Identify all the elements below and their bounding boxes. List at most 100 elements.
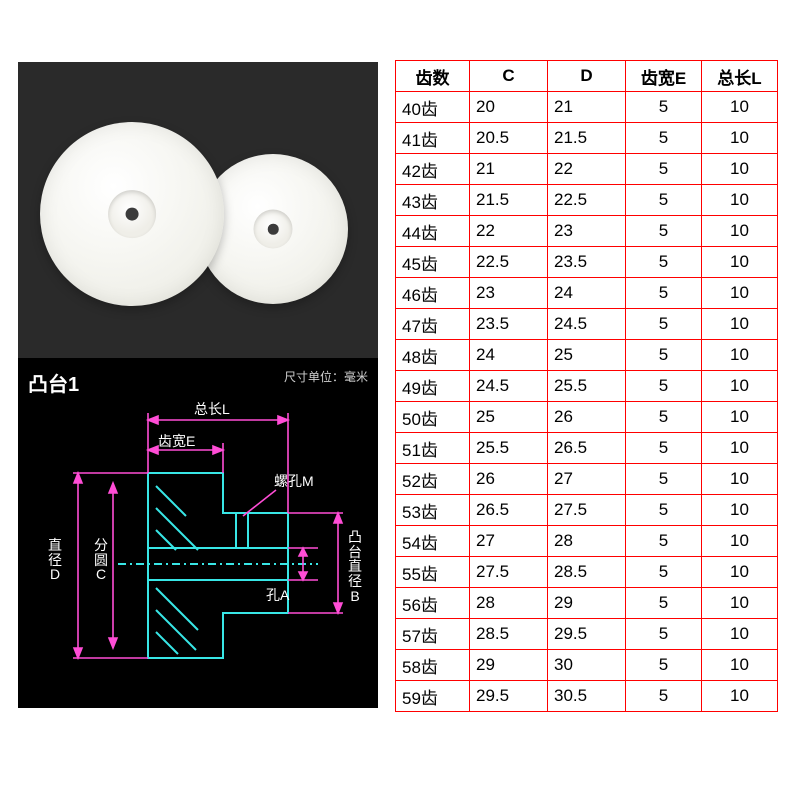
table-row: 52齿2627510 <box>396 464 778 495</box>
table-cell: 29 <box>470 650 548 681</box>
table-cell: 10 <box>702 433 778 464</box>
table-cell: 57齿 <box>396 619 470 650</box>
label-hole-a: 孔A <box>266 588 289 603</box>
technical-diagram: 凸台1 尺寸单位：毫米 <box>18 358 378 708</box>
table-cell: 25 <box>470 402 548 433</box>
table-cell: 29 <box>548 588 626 619</box>
table-cell: 55齿 <box>396 557 470 588</box>
table-cell: 58齿 <box>396 650 470 681</box>
table-cell: 10 <box>702 681 778 712</box>
gear-photo <box>18 62 378 358</box>
label-pitch-c: 分 圆 C <box>94 538 108 582</box>
table-cell: 29.5 <box>548 619 626 650</box>
table-cell: 56齿 <box>396 588 470 619</box>
table-cell: 54齿 <box>396 526 470 557</box>
table-cell: 5 <box>626 588 702 619</box>
table-cell: 23 <box>548 216 626 247</box>
table-row: 41齿20.521.5510 <box>396 123 778 154</box>
table-cell: 5 <box>626 650 702 681</box>
table-cell: 22 <box>470 216 548 247</box>
table-cell: 22 <box>548 154 626 185</box>
table-cell: 10 <box>702 526 778 557</box>
table-cell: 10 <box>702 371 778 402</box>
table-cell: 30.5 <box>548 681 626 712</box>
table-cell: 47齿 <box>396 309 470 340</box>
table-cell: 5 <box>626 495 702 526</box>
table-cell: 21.5 <box>470 185 548 216</box>
table-header-row: 齿数 C D 齿宽E 总长L <box>396 61 778 92</box>
table-cell: 10 <box>702 619 778 650</box>
table-cell: 23.5 <box>470 309 548 340</box>
table-cell: 10 <box>702 92 778 123</box>
col-header: C <box>470 61 548 92</box>
table-cell: 24.5 <box>470 371 548 402</box>
table-cell: 27.5 <box>548 495 626 526</box>
table-row: 45齿22.523.5510 <box>396 247 778 278</box>
label-diameter-d: 直 径 D <box>48 538 62 582</box>
table-cell: 40齿 <box>396 92 470 123</box>
table-cell: 26 <box>548 402 626 433</box>
table-cell: 43齿 <box>396 185 470 216</box>
table-cell: 25 <box>548 340 626 371</box>
table-cell: 5 <box>626 371 702 402</box>
table-cell: 10 <box>702 278 778 309</box>
table-cell: 26.5 <box>470 495 548 526</box>
table-cell: 5 <box>626 433 702 464</box>
col-header: 齿宽E <box>626 61 702 92</box>
table-cell: 10 <box>702 402 778 433</box>
table-row: 42齿2122510 <box>396 154 778 185</box>
table-cell: 30 <box>548 650 626 681</box>
table-cell: 25.5 <box>548 371 626 402</box>
table-row: 53齿26.527.5510 <box>396 495 778 526</box>
table-cell: 10 <box>702 588 778 619</box>
table-cell: 5 <box>626 92 702 123</box>
table-cell: 10 <box>702 557 778 588</box>
table-row: 46齿2324510 <box>396 278 778 309</box>
table-row: 57齿28.529.5510 <box>396 619 778 650</box>
table-cell: 10 <box>702 123 778 154</box>
table-row: 40齿2021510 <box>396 92 778 123</box>
table-cell: 5 <box>626 247 702 278</box>
table-row: 51齿25.526.5510 <box>396 433 778 464</box>
table-cell: 24 <box>470 340 548 371</box>
table-row: 44齿2223510 <box>396 216 778 247</box>
table-cell: 20.5 <box>470 123 548 154</box>
table-cell: 50齿 <box>396 402 470 433</box>
table-cell: 5 <box>626 216 702 247</box>
col-header: 总长L <box>702 61 778 92</box>
table-cell: 20 <box>470 92 548 123</box>
table-cell: 5 <box>626 464 702 495</box>
table-row: 49齿24.525.5510 <box>396 371 778 402</box>
table-cell: 28.5 <box>548 557 626 588</box>
table-cell: 5 <box>626 681 702 712</box>
table-cell: 27.5 <box>470 557 548 588</box>
table-row: 56齿2829510 <box>396 588 778 619</box>
table-cell: 26 <box>470 464 548 495</box>
table-row: 50齿2526510 <box>396 402 778 433</box>
table-cell: 24 <box>548 278 626 309</box>
table-cell: 44齿 <box>396 216 470 247</box>
label-screw-hole: 螺孔M <box>274 474 314 489</box>
table-cell: 28 <box>470 588 548 619</box>
table-cell: 21 <box>548 92 626 123</box>
table-cell: 5 <box>626 557 702 588</box>
table-cell: 5 <box>626 619 702 650</box>
table-cell: 59齿 <box>396 681 470 712</box>
table-cell: 51齿 <box>396 433 470 464</box>
table-cell: 53齿 <box>396 495 470 526</box>
table-cell: 5 <box>626 185 702 216</box>
table-cell: 5 <box>626 278 702 309</box>
table-cell: 27 <box>470 526 548 557</box>
left-column: 凸台1 尺寸单位：毫米 <box>18 62 378 708</box>
table-cell: 10 <box>702 154 778 185</box>
table-cell: 28.5 <box>470 619 548 650</box>
table-row: 47齿23.524.5510 <box>396 309 778 340</box>
table-cell: 25.5 <box>470 433 548 464</box>
table-cell: 22.5 <box>548 185 626 216</box>
table-row: 59齿29.530.5510 <box>396 681 778 712</box>
table-cell: 10 <box>702 340 778 371</box>
table-row: 43齿21.522.5510 <box>396 185 778 216</box>
table-cell: 10 <box>702 309 778 340</box>
col-header: D <box>548 61 626 92</box>
table-cell: 22.5 <box>470 247 548 278</box>
